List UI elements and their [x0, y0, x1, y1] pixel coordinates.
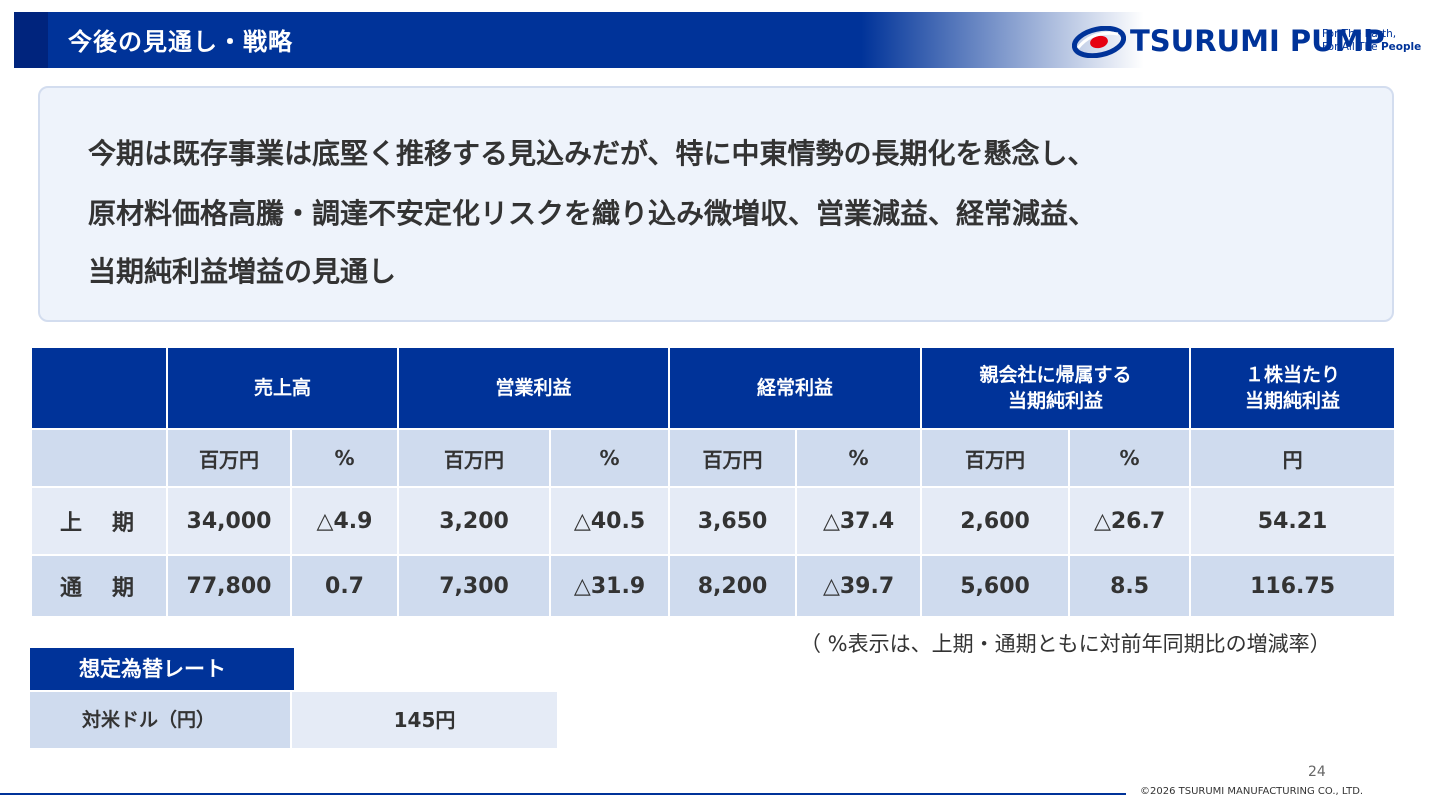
- percent-note: （ %表示は、上期・通期ともに対前年同期比の増減率）: [800, 632, 1331, 656]
- table-cell: 2,600: [922, 488, 1071, 556]
- table-cell: 54.21: [1191, 488, 1395, 556]
- header-eps: １株当たり 当期純利益: [1191, 348, 1395, 430]
- header-operating-profit: 営業利益: [399, 348, 671, 430]
- table-cell: 7,300: [399, 556, 552, 618]
- logo-wordmark: TSURUMI PUMP: [1130, 24, 1385, 58]
- unit-cell: 円: [1191, 430, 1395, 488]
- table-row: 上 期 34,000 △4.9 3,200 △40.5 3,650 △37.4 …: [32, 488, 1395, 556]
- header-accent-block: [14, 12, 48, 68]
- unit-cell: %: [551, 430, 671, 488]
- summary-line-1: 今期は既存事業は底堅く推移する見込みだが、特に中東情勢の長期化を懸念し、: [88, 137, 1096, 170]
- table-cell: 0.7: [292, 556, 400, 618]
- table-cell: △37.4: [797, 488, 923, 556]
- tagline-line-2: For All The People: [1322, 41, 1421, 54]
- unit-cell: 百万円: [670, 430, 798, 488]
- table-cell: 8,200: [670, 556, 798, 618]
- table-cell: △26.7: [1070, 488, 1192, 556]
- table-cell: △4.9: [292, 488, 400, 556]
- table-header-row: 売上高 営業利益 経常利益 親会社に帰属する 当期純利益 １株当たり 当期純利益: [32, 348, 1395, 430]
- page-number: 24: [1308, 764, 1326, 780]
- summary-box: 今期は既存事業は底堅く推移する見込みだが、特に中東情勢の長期化を懸念し、 原材料…: [38, 86, 1394, 322]
- table-cell: 3,650: [670, 488, 798, 556]
- unit-empty: [32, 430, 168, 488]
- table-cell: 77,800: [168, 556, 292, 618]
- table-cell: 34,000: [168, 488, 292, 556]
- fx-rate-label: 対米ドル（円）: [30, 692, 290, 748]
- summary-line-2: 原材料価格高騰・調達不安定化リスクを織り込み微増収、営業減益、経常減益、: [88, 197, 1097, 230]
- header-net-line-2: 当期純利益: [1008, 390, 1104, 412]
- tagline-line-1: For The Earth,: [1322, 28, 1397, 40]
- footer-divider: [0, 793, 1126, 795]
- table-cell: 116.75: [1191, 556, 1395, 618]
- page-title: 今後の見通し・戦略: [68, 28, 293, 56]
- tagline-prefix: For All The: [1322, 41, 1381, 53]
- header-net-profit: 親会社に帰属する 当期純利益: [922, 348, 1192, 430]
- table-cell: △40.5: [551, 488, 671, 556]
- table-cell: 5,600: [922, 556, 1071, 618]
- header-eps-line-1: １株当たり: [1245, 364, 1341, 386]
- header-net-line-1: 親会社に帰属する: [979, 364, 1132, 386]
- logo-swirl-icon: [1072, 26, 1126, 58]
- table-cell: △31.9: [551, 556, 671, 618]
- header-sales: 売上高: [168, 348, 400, 430]
- unit-cell: 百万円: [922, 430, 1071, 488]
- unit-cell: 百万円: [399, 430, 552, 488]
- fx-rate-value: 145円: [292, 692, 557, 748]
- header-ordinary-profit: 経常利益: [670, 348, 923, 430]
- row-label-full-year: 通 期: [32, 556, 168, 618]
- header-empty: [32, 348, 168, 430]
- table-row: 通 期 77,800 0.7 7,300 △31.9 8,200 △39.7 5…: [32, 556, 1395, 618]
- logo-tagline: For The Earth, For All The People: [1322, 28, 1421, 54]
- table-units-row: 百万円 % 百万円 % 百万円 % 百万円 % 円: [32, 430, 1395, 488]
- copyright: ©2026 TSURUMI MANUFACTURING CO., LTD.: [1140, 786, 1364, 797]
- unit-cell: %: [797, 430, 923, 488]
- unit-cell: %: [1070, 430, 1192, 488]
- unit-cell: %: [292, 430, 400, 488]
- table-cell: 8.5: [1070, 556, 1192, 618]
- table-cell: 3,200: [399, 488, 552, 556]
- tagline-bold: People: [1380, 41, 1422, 53]
- unit-cell: 百万円: [168, 430, 292, 488]
- forecast-table: 売上高 営業利益 経常利益 親会社に帰属する 当期純利益 １株当たり 当期純利益…: [32, 348, 1395, 618]
- company-logo: TSURUMI PUMP For The Earth, For All The …: [1072, 22, 1422, 62]
- summary-line-3: 当期純利益増益の見通し: [88, 255, 397, 288]
- header-eps-line-2: 当期純利益: [1245, 390, 1341, 412]
- fx-rate-title: 想定為替レート: [30, 648, 294, 690]
- table-cell: △39.7: [797, 556, 923, 618]
- row-label-first-half: 上 期: [32, 488, 168, 556]
- header-bar: [14, 12, 1426, 68]
